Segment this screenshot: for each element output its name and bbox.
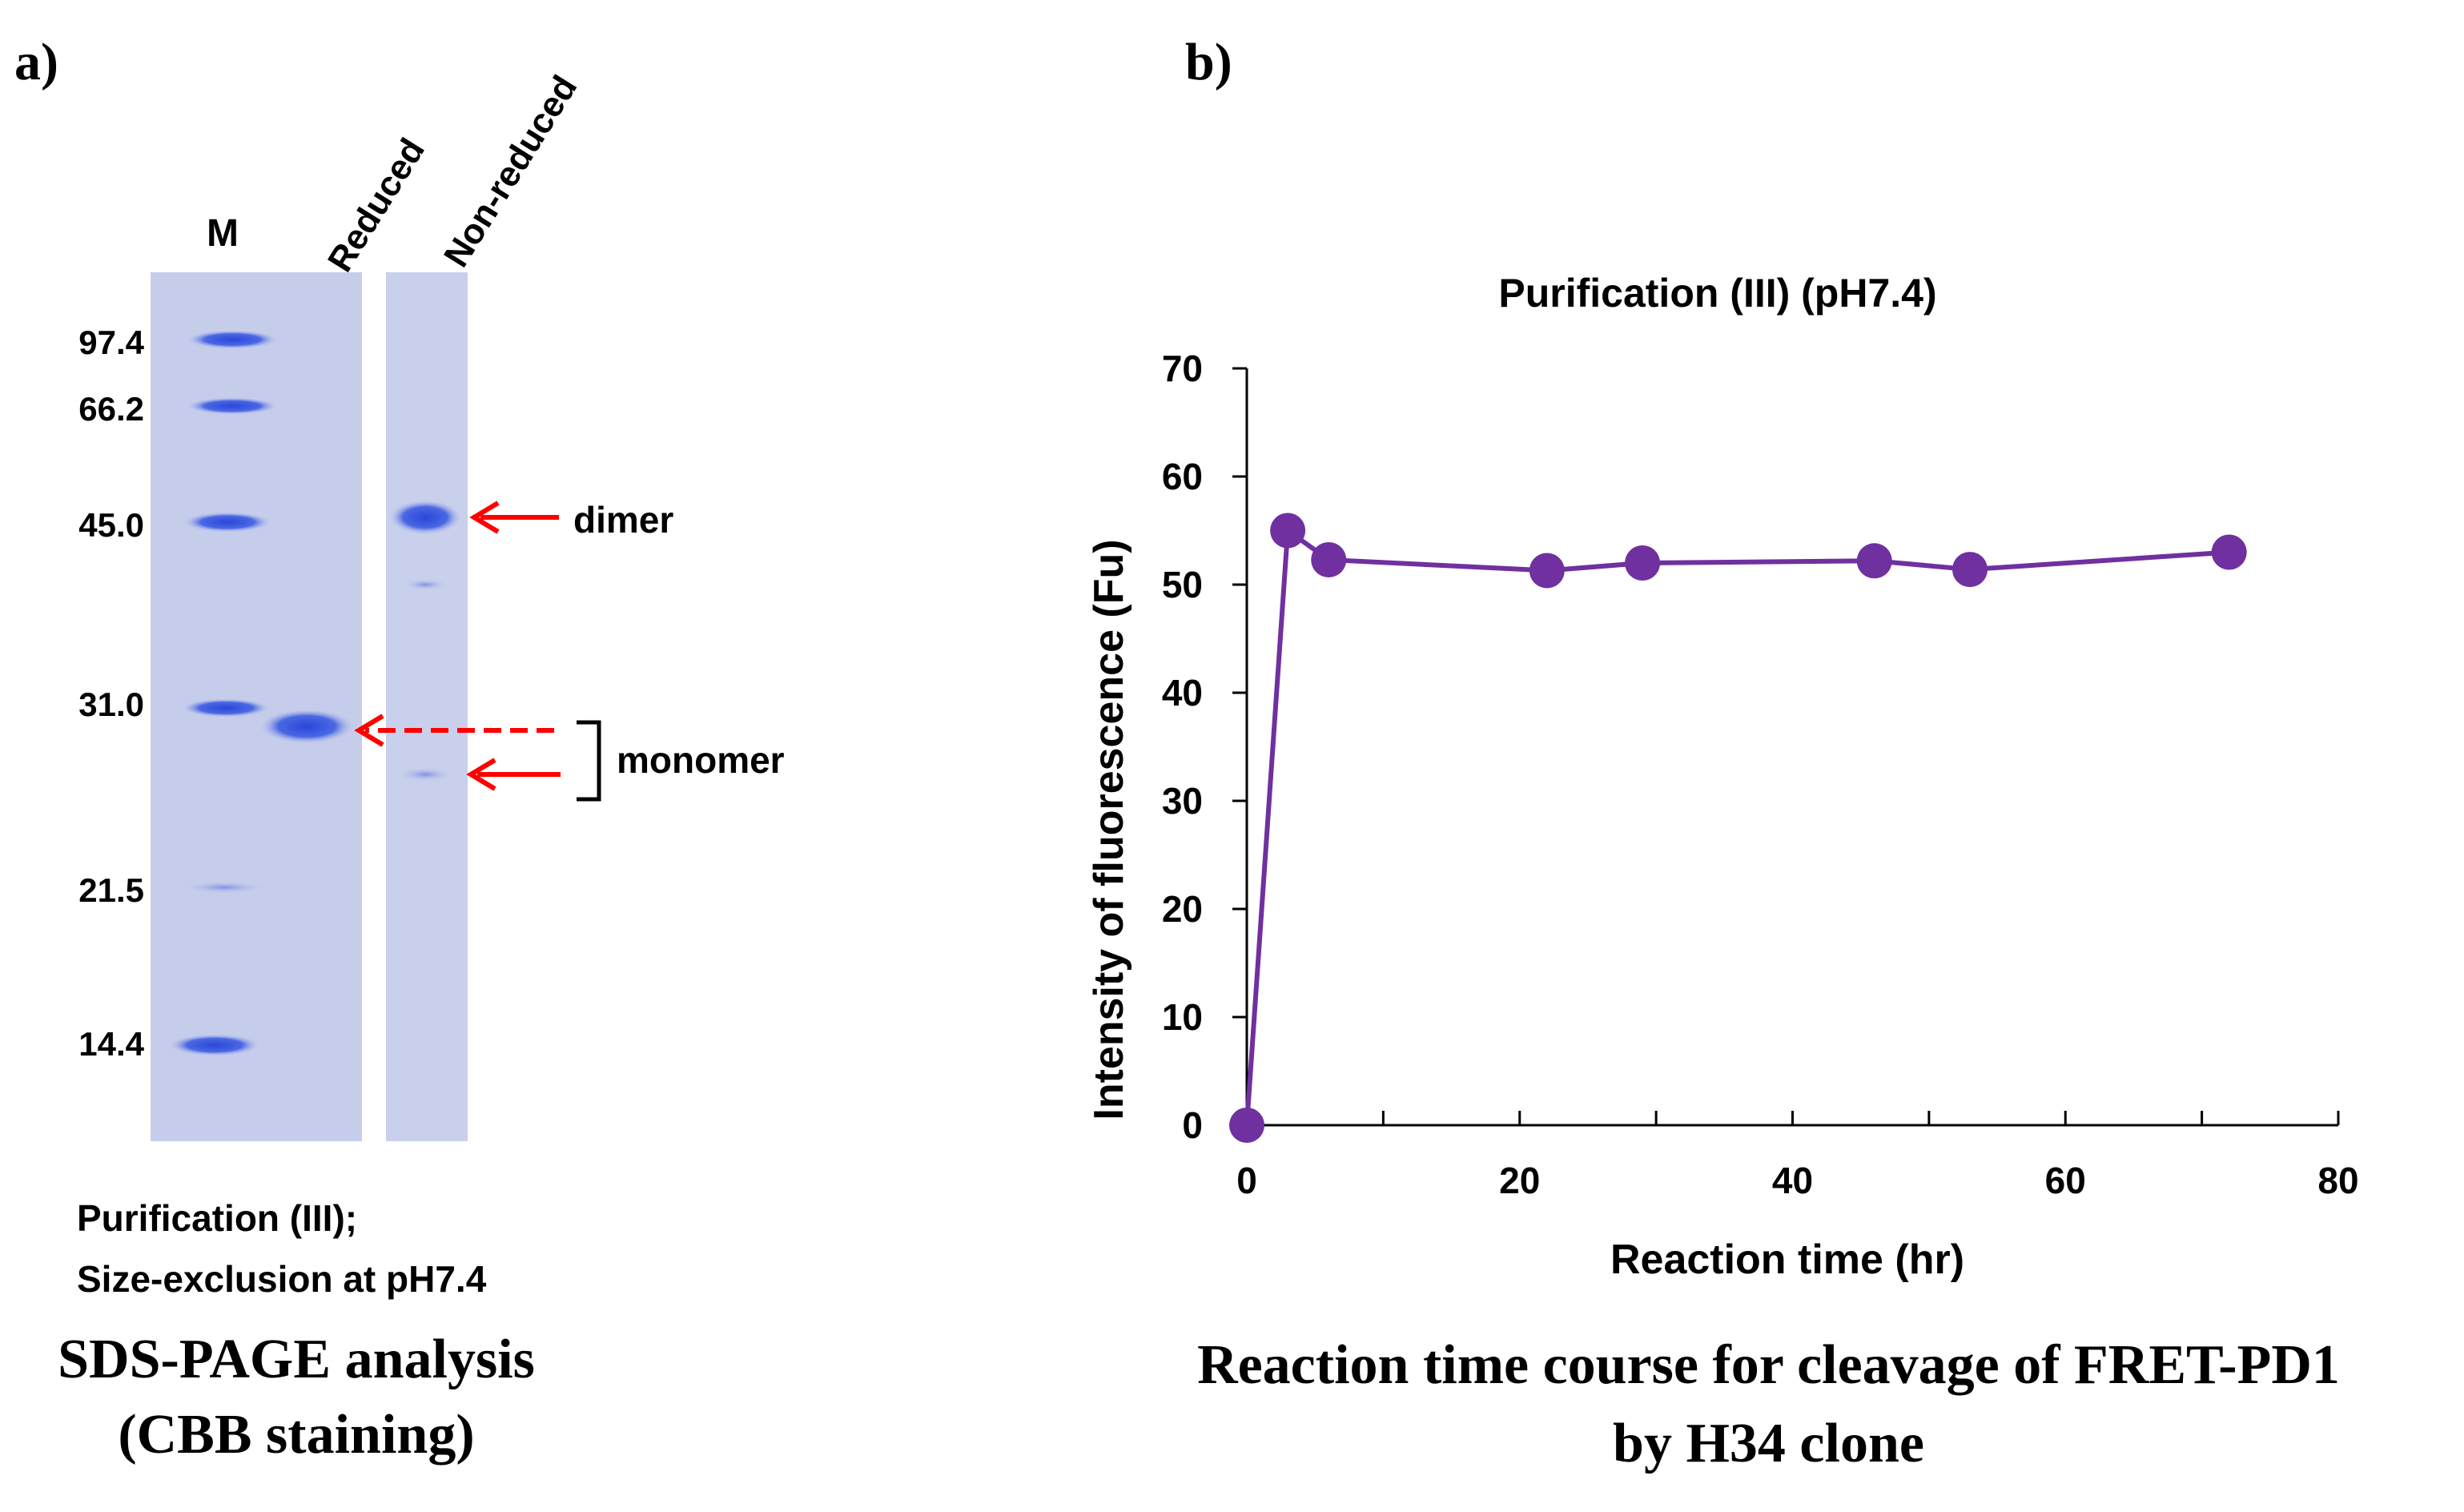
- lane-label-marker: M: [207, 212, 239, 255]
- data-point: [1270, 513, 1306, 549]
- panel-a-label: a): [14, 33, 58, 91]
- panel-b-label: b): [1185, 33, 1232, 91]
- data-point: [1529, 553, 1565, 589]
- y-tick-label: 20: [1162, 888, 1203, 930]
- y-tick-label: 30: [1162, 780, 1203, 822]
- data-point: [2211, 534, 2247, 570]
- data-point: [1625, 545, 1661, 581]
- dimer-label: dimer: [573, 499, 674, 541]
- reduced-monomer-band: [259, 709, 355, 744]
- chart-caption-line1: Reaction time course for cleavage of FRE…: [1197, 1334, 2340, 1396]
- gel-image: [151, 272, 601, 1141]
- monomer-label: monomer: [617, 739, 785, 781]
- y-tick-label: 60: [1162, 456, 1203, 497]
- y-axis-label: Intensity of fluorescence (Fu): [1086, 539, 1132, 1120]
- monomer-bracket: [577, 720, 601, 802]
- y-tick-label: 40: [1162, 672, 1203, 714]
- data-point: [1952, 552, 1988, 588]
- dimer-band: [388, 500, 462, 535]
- marker-weight: 31.0: [78, 686, 144, 723]
- non-reduced-monomer-band: [396, 767, 454, 782]
- marker-band: [186, 397, 279, 415]
- marker-band: [186, 330, 279, 349]
- x-tick-label: 40: [1772, 1160, 1813, 1201]
- x-tick-label: 0: [1236, 1160, 1257, 1201]
- data-point: [1311, 541, 1347, 577]
- marker-band: [181, 698, 271, 718]
- y-tick-label: 0: [1182, 1104, 1203, 1146]
- dimer-arrow: [469, 501, 559, 534]
- x-axis-label: Reaction time (hr): [1610, 1237, 1964, 1283]
- marker-band: [183, 512, 272, 533]
- marker-weight: 45.0: [78, 506, 144, 544]
- chart-title: Purification (III) (pH7.4): [1498, 271, 1936, 316]
- chart-caption-line2: by H34 clone: [1613, 1413, 1924, 1474]
- y-tick-label: 50: [1162, 564, 1203, 605]
- y-tick-label: 10: [1162, 996, 1203, 1038]
- x-tick-label: 60: [2045, 1160, 2086, 1201]
- data-point: [1229, 1108, 1264, 1143]
- marker-weight: 21.5: [78, 871, 144, 909]
- marker-band: [168, 1034, 261, 1056]
- sds-page-title: SDS-PAGE analysis: [58, 1329, 535, 1390]
- x-tick-label: 80: [2317, 1160, 2358, 1201]
- series-line: [1244, 525, 2229, 1126]
- size-exclusion-caption: Size-exclusion at pH7.4: [77, 1258, 487, 1300]
- faint-band: [403, 579, 448, 590]
- y-tick-label: 70: [1162, 348, 1203, 389]
- x-tick-label: 20: [1499, 1160, 1540, 1201]
- gel-right: [386, 272, 468, 1141]
- non-reduced-monomer-arrow: [466, 758, 561, 791]
- marker-weight: 14.4: [78, 1025, 144, 1063]
- marker-weight: 66.2: [78, 390, 144, 428]
- purification-caption: Purification (III);: [77, 1197, 358, 1239]
- cbb-staining-title: (CBB staining): [118, 1404, 475, 1466]
- reduced-monomer-arrow: [354, 714, 554, 747]
- data-point: [1856, 543, 1892, 579]
- marker-weight: 97.4: [78, 324, 144, 361]
- marker-band: [181, 881, 267, 894]
